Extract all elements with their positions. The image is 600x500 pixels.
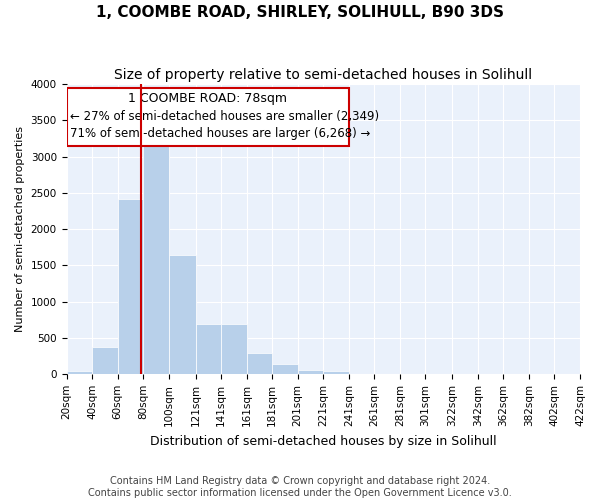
Text: 71% of semi-detached houses are larger (6,268) →: 71% of semi-detached houses are larger (…	[70, 127, 371, 140]
Text: Contains HM Land Registry data © Crown copyright and database right 2024.
Contai: Contains HM Land Registry data © Crown c…	[88, 476, 512, 498]
Bar	[247, 354, 272, 374]
Bar	[323, 370, 349, 374]
Bar	[118, 198, 143, 374]
Bar	[272, 364, 298, 374]
Text: ← 27% of semi-detached houses are smaller (2,349): ← 27% of semi-detached houses are smalle…	[70, 110, 379, 123]
Bar	[169, 256, 196, 374]
Bar	[221, 324, 247, 374]
Bar	[67, 372, 92, 374]
X-axis label: Distribution of semi-detached houses by size in Solihull: Distribution of semi-detached houses by …	[150, 434, 497, 448]
Y-axis label: Number of semi-detached properties: Number of semi-detached properties	[15, 126, 25, 332]
Bar	[298, 370, 323, 374]
Text: 1 COOMBE ROAD: 78sqm: 1 COOMBE ROAD: 78sqm	[128, 92, 287, 106]
FancyBboxPatch shape	[67, 88, 349, 146]
Text: 1, COOMBE ROAD, SHIRLEY, SOLIHULL, B90 3DS: 1, COOMBE ROAD, SHIRLEY, SOLIHULL, B90 3…	[96, 5, 504, 20]
Bar	[143, 146, 169, 374]
Title: Size of property relative to semi-detached houses in Solihull: Size of property relative to semi-detach…	[114, 68, 532, 82]
Bar	[92, 346, 118, 374]
Bar	[196, 324, 221, 374]
